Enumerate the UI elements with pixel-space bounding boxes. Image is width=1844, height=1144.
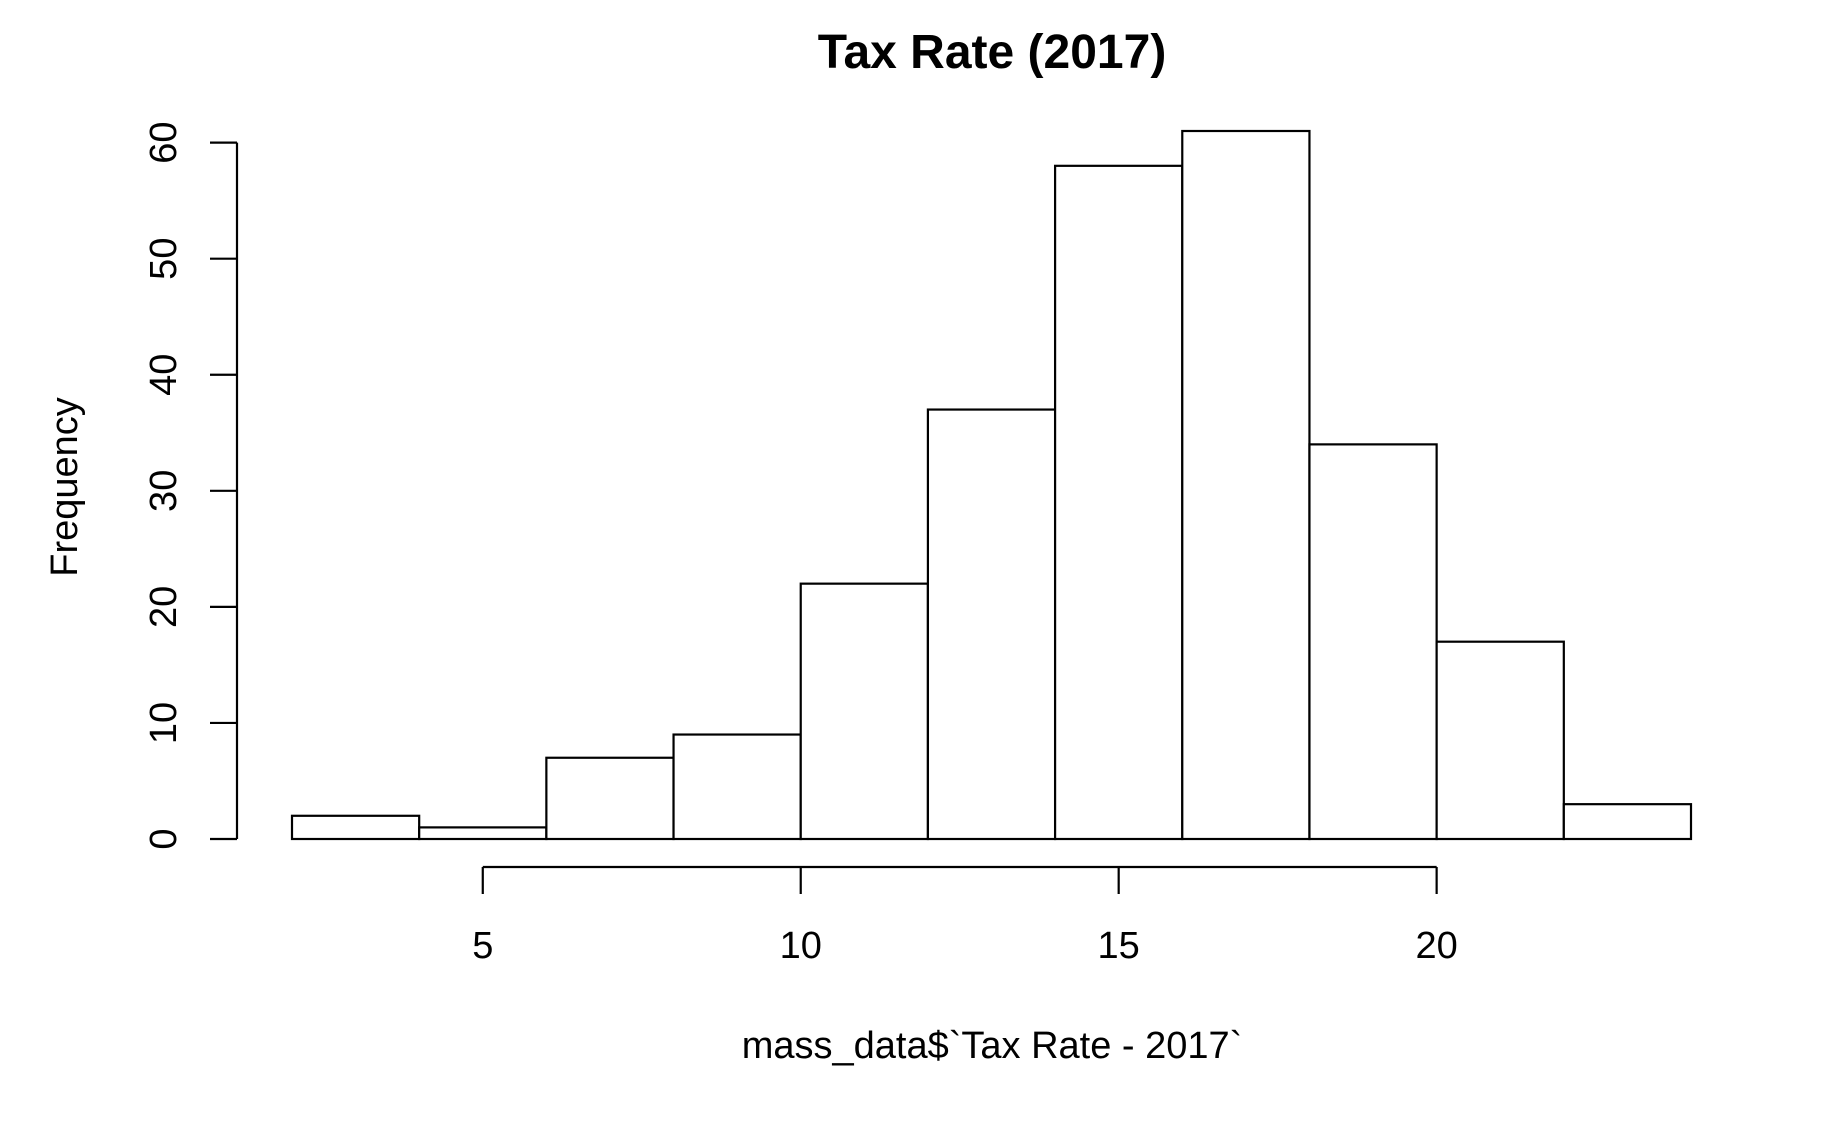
y-tick-label: 0 [143,828,185,849]
histogram-bars [290,129,1693,841]
x-axis-label: mass_data$`Tax Rate - 2017` [742,1025,1243,1067]
histogram-bar [672,733,802,841]
y-tick-label: 30 [143,470,185,512]
y-tick-label: 10 [143,702,185,744]
histogram-bar [926,408,1057,841]
histogram-bar [418,826,548,841]
y-axis-label: Frequency [44,397,86,577]
histogram-bar [290,814,421,841]
histogram-bar [545,756,675,841]
histogram-bar [1562,803,1693,841]
chart-title: Tax Rate (2017) [818,26,1167,79]
histogram-bar [1053,164,1184,841]
x-tick-label: 10 [780,925,822,967]
y-tick-label: 20 [143,586,185,628]
y-tick-label: 40 [143,354,185,396]
y-axis: 0 10 20 30 40 50 60 [143,121,239,850]
histogram-bar [1308,443,1438,841]
x-tick-label: 20 [1415,925,1457,967]
histogram-bar [1181,129,1311,841]
histogram-bar [1435,640,1565,841]
x-axis: 5 10 15 20 [472,865,1458,967]
y-tick-label: 50 [143,238,185,280]
x-tick-label: 15 [1098,925,1140,967]
x-tick-label: 5 [472,925,493,967]
histogram-bar [799,582,930,841]
y-tick-label: 60 [143,121,185,163]
